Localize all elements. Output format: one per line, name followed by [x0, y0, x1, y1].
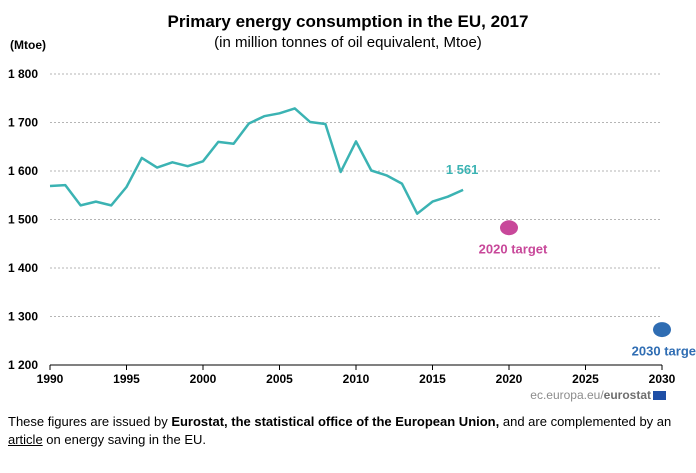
y-tick-label: 1 600: [8, 164, 38, 178]
y-tick-label: 1 500: [8, 213, 38, 227]
x-tick-label: 2005: [266, 372, 293, 386]
x-tick-label: 1990: [37, 372, 64, 386]
target-marker: [653, 322, 671, 338]
chart-title: Primary energy consumption in the EU, 20…: [167, 12, 529, 31]
y-axis-ticks: 1 200 1 300 1 400 1 500 1 600 1 700 1 800: [8, 67, 38, 372]
y-tick-label: 1 700: [8, 116, 38, 130]
source-watermark[interactable]: ec.europa.eu/eurostat: [530, 388, 666, 402]
footer-text-3: on energy saving in the EU.: [42, 432, 207, 447]
footer-note: These figures are issued by Eurostat, th…: [8, 413, 688, 449]
y-tick-label: 1 300: [8, 310, 38, 324]
target-marker: [500, 220, 518, 236]
target-label: 2030 target: [632, 344, 696, 359]
y-tick-label: 1 800: [8, 67, 38, 81]
y-tick-label: 1 400: [8, 261, 38, 275]
footer-text-1: These figures are issued by: [8, 414, 172, 429]
y-tick-label: 1 200: [8, 358, 38, 372]
x-tick-label: 2000: [190, 372, 217, 386]
chart-subtitle: (in million tonnes of oil equivalent, Mt…: [214, 34, 482, 51]
line-chart: 1 200 1 300 1 400 1 500 1 600 1 700 1 800 1990…: [8, 67, 696, 386]
source-site: ec.europa.eu/: [530, 388, 604, 402]
targets-layer: 2020 target 2030 target: [479, 220, 696, 359]
x-tick-label: 2030: [649, 372, 676, 386]
x-tick-label: 2025: [572, 372, 599, 386]
y-axis-unit-label: (Mtoe): [10, 38, 46, 52]
x-axis-ticks: 1990 1995 2000 2005 2010 2015 2020 2025 2030: [37, 365, 676, 386]
source-brand: eurostat: [603, 388, 651, 402]
grid-lines: [50, 73, 662, 366]
x-tick-label: 2020: [496, 372, 523, 386]
x-tick-label: 1995: [113, 372, 140, 386]
series-layer: 1 561: [49, 107, 479, 215]
eu-flag-icon: [653, 391, 666, 400]
article-link[interactable]: article: [8, 432, 43, 447]
data-label: 1 561: [446, 162, 479, 177]
footer-text-2: and are complemented by an: [499, 414, 672, 429]
x-tick-label: 2015: [419, 372, 446, 386]
target-label: 2020 target: [479, 242, 548, 257]
x-tick-label: 2010: [343, 372, 370, 386]
series-line: [49, 107, 464, 215]
footer-text-bold: Eurostat, the statistical office of the …: [171, 414, 500, 429]
